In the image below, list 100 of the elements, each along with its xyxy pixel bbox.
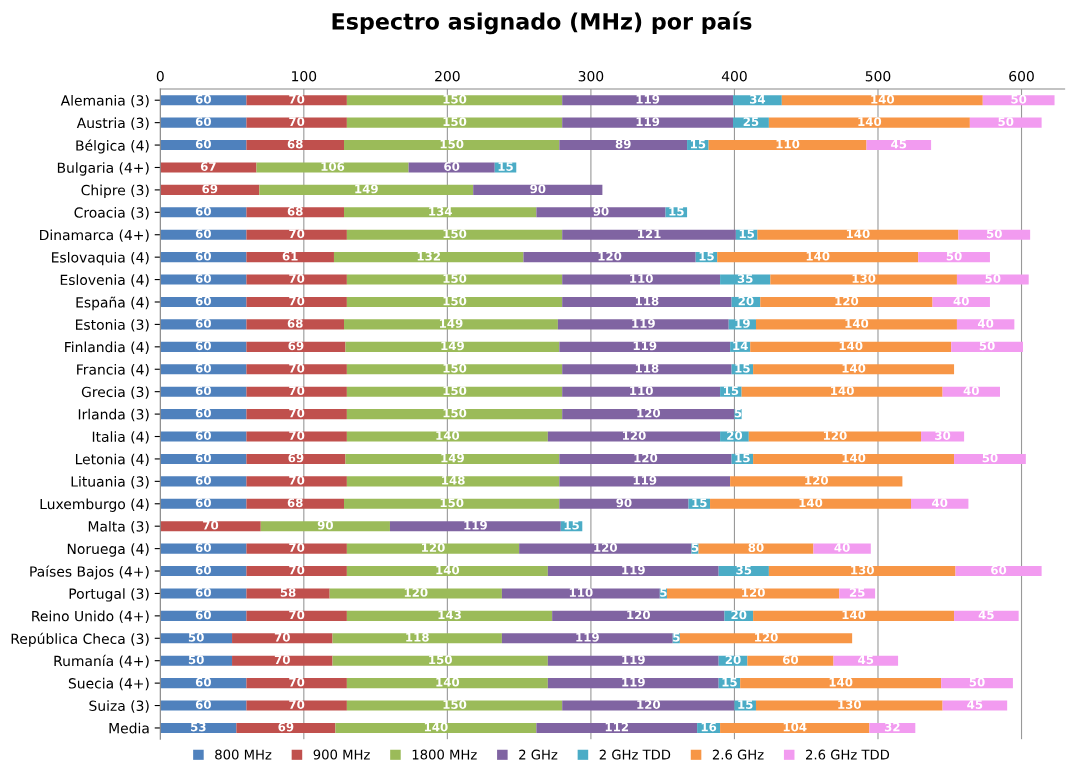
data-label: 60	[195, 206, 211, 216]
data-label: 140	[871, 94, 895, 104]
bar	[741, 386, 943, 397]
y-tick-label: Luxemburgo (4)	[40, 498, 149, 512]
bar	[246, 565, 347, 577]
bar	[160, 296, 247, 308]
bar	[951, 341, 1023, 352]
bar	[160, 588, 247, 599]
bar	[473, 184, 603, 195]
y-tick-label: Eslovaquia (4)	[52, 251, 149, 266]
bar	[559, 140, 688, 151]
bar	[747, 655, 834, 666]
x-tick-label: 100	[292, 70, 317, 82]
data-label: 120	[823, 431, 847, 440]
data-label: 60	[991, 565, 1007, 575]
data-label: 45	[967, 700, 983, 709]
data-label: 40	[834, 543, 850, 553]
data-label: 120	[637, 700, 661, 709]
data-label: 15	[735, 453, 750, 463]
bar	[954, 453, 1026, 464]
data-label: 118	[635, 363, 659, 373]
bar	[344, 498, 560, 509]
data-label: 90	[616, 498, 632, 508]
bar	[969, 117, 1042, 128]
data-label: 134	[429, 206, 452, 216]
data-label: 60	[195, 431, 211, 440]
data-label: 119	[464, 520, 487, 530]
y-tick-label: Estonia (3)	[76, 319, 149, 332]
data-label: 70	[274, 655, 290, 665]
data-label: 150	[440, 498, 464, 508]
x-tick-label: 500	[865, 70, 891, 82]
data-label: 80	[748, 543, 764, 553]
data-label: 40	[932, 498, 948, 508]
bar	[519, 543, 692, 554]
bar	[748, 431, 922, 442]
bar	[160, 229, 247, 240]
bar	[160, 140, 247, 151]
bar	[160, 453, 247, 464]
bar	[160, 364, 247, 375]
data-label: 50	[946, 251, 962, 261]
bar	[256, 162, 409, 173]
bar	[346, 431, 548, 442]
data-label: 130	[851, 565, 874, 575]
bar	[346, 565, 548, 577]
bar	[768, 117, 970, 128]
data-label: 150	[443, 274, 467, 283]
data-label: 15	[498, 162, 513, 171]
data-label: 104	[783, 722, 807, 732]
data-label: 110	[630, 274, 653, 283]
bar	[246, 498, 345, 509]
data-label: 50	[188, 655, 204, 665]
data-label: 60	[195, 453, 211, 463]
data-label: 70	[289, 117, 305, 127]
bar	[246, 117, 347, 128]
bar	[562, 386, 721, 397]
data-label: 150	[443, 386, 467, 396]
bar	[160, 162, 257, 173]
bar	[246, 319, 345, 330]
data-label: 140	[842, 363, 866, 373]
bar	[160, 117, 247, 128]
data-label: 70	[289, 677, 305, 687]
data-label: 150	[443, 408, 467, 418]
bar	[770, 274, 957, 285]
data-label: 121	[638, 229, 661, 238]
y-tick-label: Media	[109, 722, 149, 734]
y-tick-label: Letonia (4)	[75, 453, 149, 467]
data-label: 69	[288, 453, 304, 463]
data-label: 20	[731, 610, 747, 620]
data-label: 60	[195, 139, 211, 149]
data-label: 58	[280, 587, 296, 597]
y-tick-label: Dinamarca (4+)	[40, 229, 149, 242]
data-label: 60	[195, 543, 211, 553]
data-label: 60	[195, 251, 211, 261]
bar	[335, 722, 537, 733]
bar	[346, 229, 563, 240]
data-label: 119	[622, 655, 645, 665]
bar	[708, 140, 867, 151]
data-label: 60	[195, 610, 211, 620]
data-label: 118	[635, 296, 659, 306]
bar	[717, 252, 919, 263]
bar	[246, 610, 347, 621]
data-label: 70	[289, 363, 305, 373]
bar	[536, 722, 698, 733]
bar	[833, 655, 899, 666]
data-label: 119	[633, 475, 657, 485]
data-label: 20	[727, 431, 743, 440]
data-label: 120	[805, 475, 829, 485]
bar	[160, 386, 247, 397]
bar	[918, 252, 990, 263]
bar	[160, 184, 260, 195]
data-label: 70	[289, 274, 305, 283]
y-tick-label: Reino Unido (4+)	[32, 610, 149, 623]
bar	[559, 498, 689, 509]
x-tick-label: 600	[1009, 70, 1034, 82]
data-label: 119	[622, 565, 645, 575]
data-label: 70	[274, 632, 290, 642]
data-label: 150	[443, 94, 467, 104]
data-label: 25	[743, 117, 759, 127]
data-label: 130	[838, 700, 862, 709]
data-label: 119	[633, 341, 657, 351]
